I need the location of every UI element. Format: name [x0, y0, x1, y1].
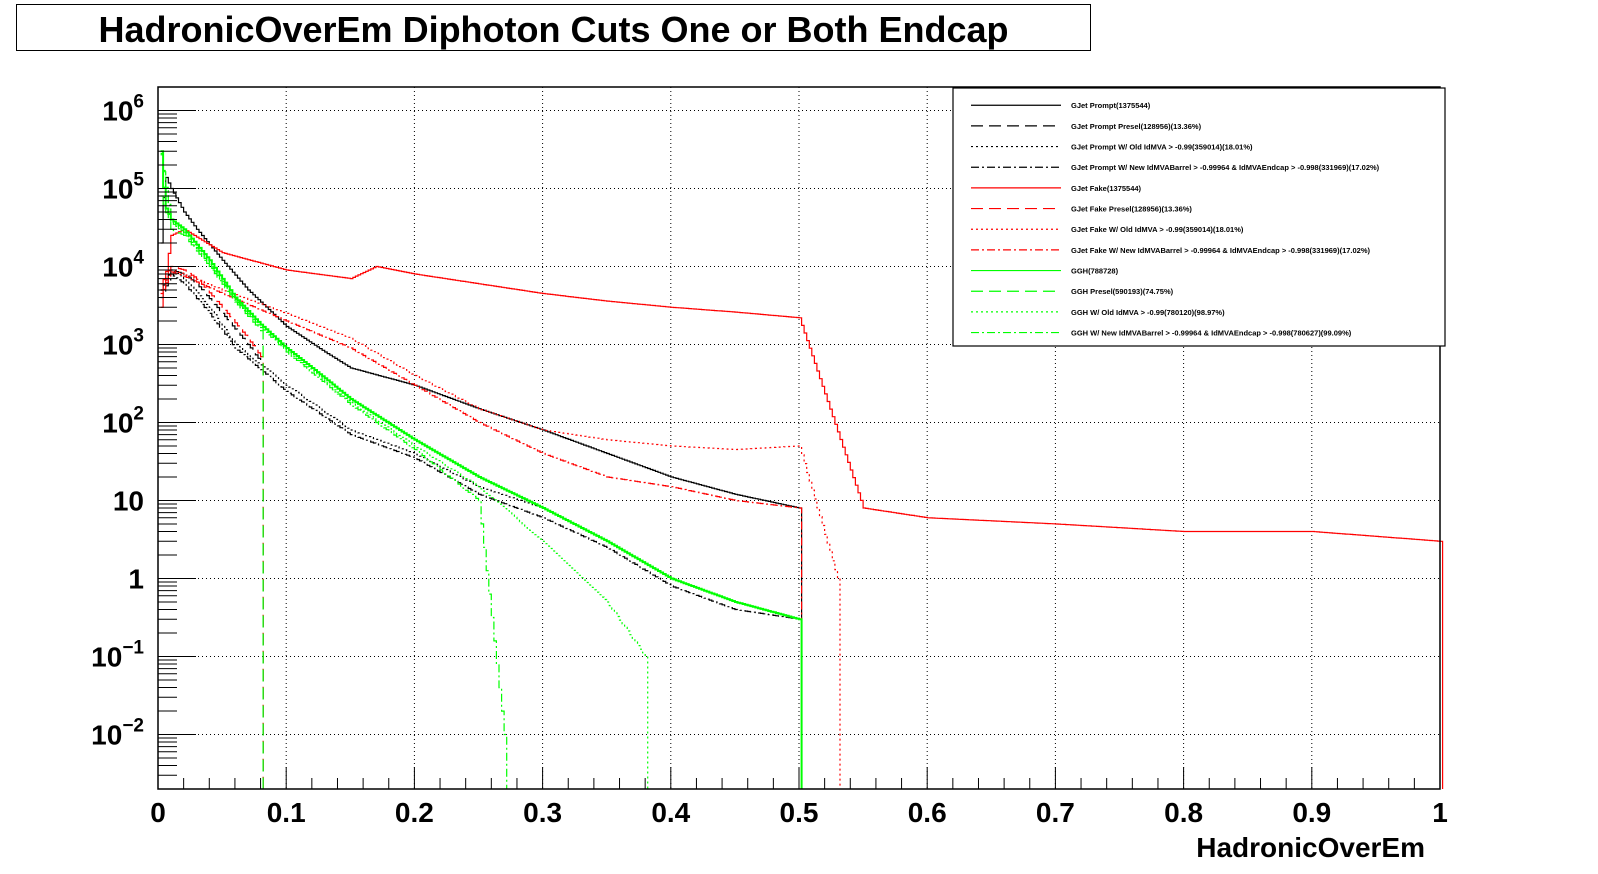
legend-entry-label: GJet Fake(1375544) [1071, 184, 1142, 193]
legend-entry-label: GGH Presel(590193)(74.75%) [1071, 287, 1174, 296]
series-line-12 [160, 154, 508, 789]
x-tick-label: 0.7 [1036, 797, 1075, 828]
series-line-9 [160, 150, 803, 789]
legend-entry-label: GGH W/ Old IdMVA > -0.99(780120)(98.97%) [1071, 308, 1225, 317]
y-tick-label: 103 [102, 325, 144, 360]
x-tick-label: 0.9 [1292, 797, 1331, 828]
legend-entry-label: GJet Prompt Presel(128956)(13.36%) [1071, 122, 1202, 131]
legend-entry-label: GJet Prompt W/ Old IdMVA > -0.99(359014)… [1071, 143, 1253, 152]
x-tick-label: 0.2 [395, 797, 434, 828]
y-tick-label: 106 [102, 91, 144, 126]
legend-entry-label: GJet Fake W/ New IdMVABarrel > -0.99964 … [1071, 246, 1371, 255]
series-line-6 [160, 265, 264, 789]
series-line-1 [160, 176, 803, 789]
x-tick-label: 0 [150, 797, 166, 828]
x-tick-label: 0.3 [523, 797, 562, 828]
series-line-4 [160, 273, 803, 789]
y-tick-label: 10 [113, 485, 144, 516]
y-tick-label: 105 [102, 169, 144, 204]
x-tick-label: 0.5 [780, 797, 819, 828]
x-tick-label: 0.4 [651, 797, 690, 828]
x-tick-label: 0.8 [1164, 797, 1203, 828]
x-axis-label: HadronicOverEm [1196, 832, 1425, 863]
legend: GJet Prompt(1375544) GJet Prompt Presel(1… [952, 87, 1446, 347]
x-tick-label: 0.1 [267, 797, 306, 828]
series-line-5 [160, 228, 1444, 789]
chart-title: HadronicOverEm Diphoton Cuts One or Both… [98, 9, 1009, 50]
legend-entry-label: GJet Fake W/ Old IdMVA > -0.99(359014)(1… [1071, 225, 1244, 234]
y-tick-label: 10−2 [91, 715, 144, 750]
x-tick-label: 1 [1432, 797, 1448, 828]
axes: 0 0.1 0.2 0.3 0.4 0.5 0.6 0.7 0.8 0.9 1 10−2 10−1 1 10… [91, 86, 1448, 828]
y-tick-label: 102 [102, 403, 144, 438]
series-line-7 [160, 269, 841, 789]
legend-entry-label: GGH(788728) [1071, 267, 1119, 276]
series-line-8 [160, 271, 803, 789]
legend-entry-label: GJet Fake Presel(128956)(13.36%) [1071, 205, 1192, 214]
x-tick-label: 0.6 [908, 797, 947, 828]
series-line-3 [160, 269, 803, 789]
legend-entry-label: GJet Prompt W/ New IdMVABarrel > -0.9996… [1071, 163, 1380, 172]
legend-entry-label: GGH W/ New IdMVABarrel > -0.99964 & IdMV… [1071, 329, 1352, 338]
chart-title-box: HadronicOverEm Diphoton Cuts One or Both… [16, 4, 1091, 51]
series-layer [160, 150, 1444, 789]
y-tick-label: 10−1 [91, 637, 144, 672]
legend-box [952, 87, 1446, 347]
legend-entry-label: GJet Prompt(1375544) [1071, 101, 1151, 110]
series-line-10 [160, 195, 264, 789]
y-tick-label: 1 [128, 563, 144, 594]
series-line-11 [160, 153, 649, 789]
y-tick-label: 104 [102, 247, 144, 282]
